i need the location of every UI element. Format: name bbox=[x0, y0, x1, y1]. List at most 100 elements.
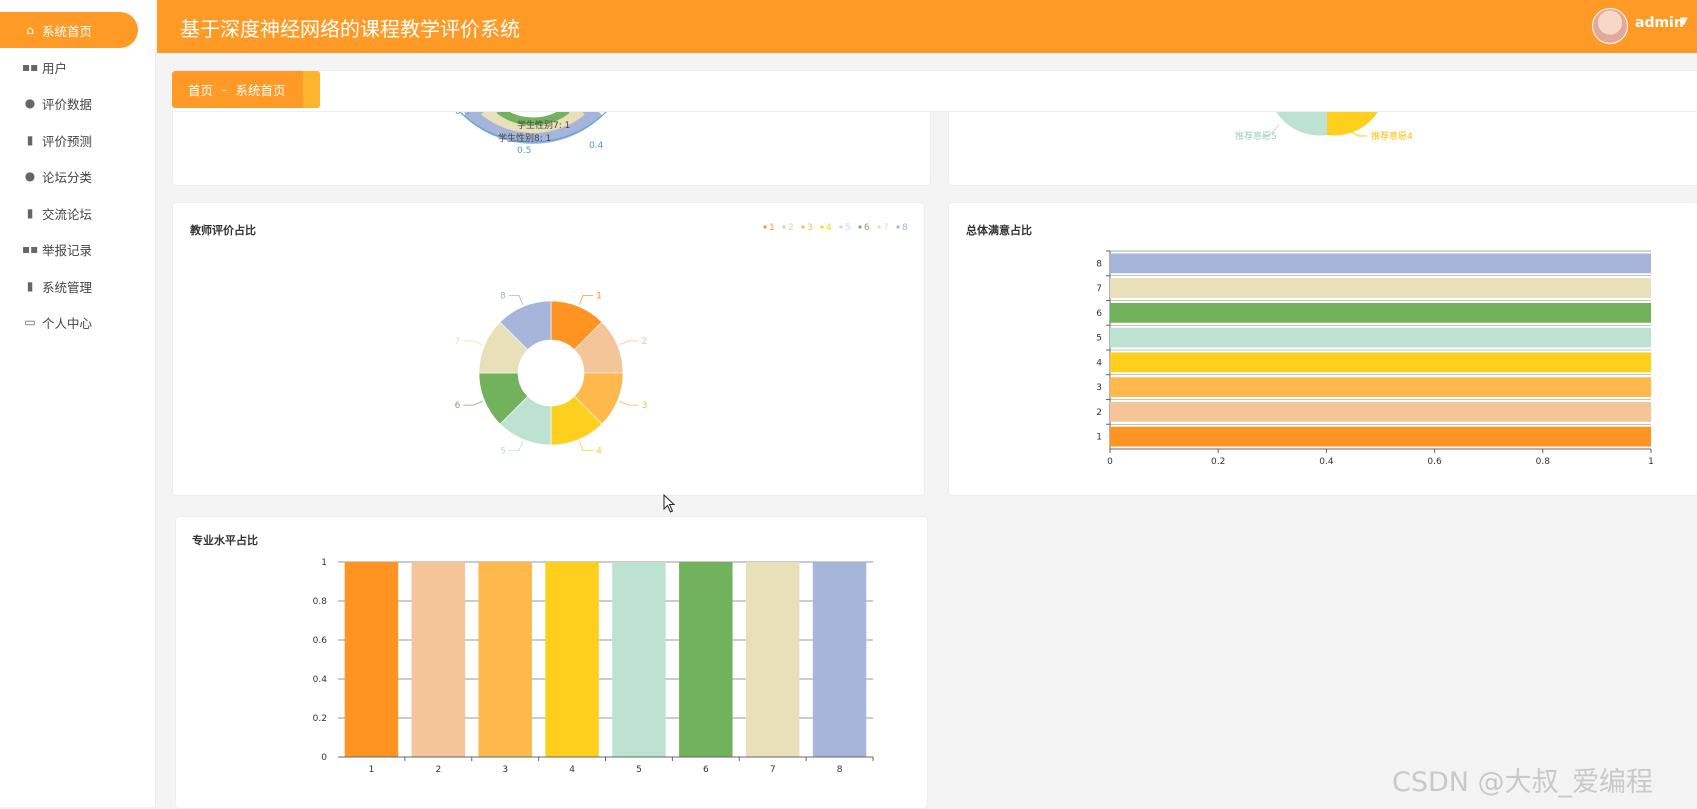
sidebar-item-evaluation-data[interactable]: ● 评价数据 bbox=[0, 89, 155, 117]
slice-label: 3 bbox=[642, 401, 648, 411]
bar bbox=[1110, 401, 1651, 422]
legend-item: 7 bbox=[883, 223, 889, 233]
legend-item: 4 bbox=[826, 223, 832, 233]
top-header: 基于深度神经网络的课程教学评价系统 admin ▼ bbox=[157, 0, 1697, 53]
y-tick-label: 0.4 bbox=[313, 675, 328, 685]
y-tick-label: 0.8 bbox=[313, 597, 328, 607]
bar bbox=[1110, 253, 1651, 274]
partial-polar-chart: 0.6 学生性别7: 1 学生性别8: 1 0.5 0.4 bbox=[455, 104, 609, 156]
legend-item: 5 bbox=[845, 223, 851, 233]
y-tick-label: 0.6 bbox=[313, 636, 328, 646]
mouse-cursor-icon bbox=[663, 494, 676, 513]
legend-item: 1 bbox=[769, 223, 775, 233]
sidebar: ⌂ 系统首页 ▪▪ 用户 ● 评价数据 ▮ 评价预测 ● 论坛分类 ▮ 交流论坛… bbox=[0, 0, 156, 807]
legend-item: 3 bbox=[807, 223, 813, 233]
legend-item: 8 bbox=[902, 223, 908, 233]
card-icon: ▭ bbox=[24, 315, 36, 329]
breadcrumb-separator: - bbox=[222, 82, 227, 97]
bar bbox=[612, 562, 666, 757]
breadcrumb-home[interactable]: 首页 bbox=[188, 83, 214, 98]
breadcrumb-current: 系统首页 bbox=[235, 83, 286, 98]
x-tick-label: 0.2 bbox=[1211, 457, 1225, 467]
sidebar-item-label: 论坛分类 bbox=[42, 169, 93, 185]
clipboard-check-icon: ▮ bbox=[26, 206, 34, 220]
sidebar-item-label: 系统首页 bbox=[42, 23, 93, 39]
sidebar-item-system-management[interactable]: ▮ 系统管理 bbox=[0, 272, 155, 300]
watermark: CSDN @大叔_爱编程 bbox=[1392, 767, 1654, 798]
leader-line bbox=[578, 294, 594, 305]
sidebar-item-label: 举报记录 bbox=[42, 242, 93, 258]
sidebar-item-label: 评价预测 bbox=[42, 133, 93, 149]
leader-line bbox=[578, 441, 594, 452]
x-tick-label: 7 bbox=[770, 765, 776, 775]
chart-title: 专业水平占比 bbox=[192, 534, 258, 547]
y-tick-label: 3 bbox=[1096, 383, 1102, 393]
y-tick-label: 0.2 bbox=[313, 714, 327, 724]
sidebar-item-forum[interactable]: ▮ 交流论坛 bbox=[0, 199, 155, 227]
leader-line bbox=[619, 400, 639, 406]
x-tick-label: 0.8 bbox=[1536, 457, 1551, 467]
chevron-down-icon[interactable]: ▼ bbox=[1680, 16, 1688, 27]
bar bbox=[411, 562, 466, 757]
breadcrumb: 首页 - 系统首页 bbox=[172, 71, 320, 108]
x-tick-label: 6 bbox=[703, 765, 709, 775]
x-tick-label: 1 bbox=[369, 765, 375, 775]
tick-label: 0.6 bbox=[455, 107, 470, 117]
pie-label: 推荐意愿4 bbox=[1371, 130, 1413, 142]
tick-label: 0.4 bbox=[589, 141, 604, 151]
bar bbox=[1110, 352, 1651, 373]
bar-label: 学生性别7: 1 bbox=[517, 119, 570, 131]
horizontal-bar-chart: 1 2 3 4 5 6 7 8 0 0.2 0.4 0.6 0.8 1 bbox=[1096, 250, 1654, 467]
sidebar-item-users[interactable]: ▪▪ 用户 bbox=[0, 53, 155, 81]
legend-item: 6 bbox=[864, 223, 870, 233]
sidebar-item-evaluation-prediction[interactable]: ▮ 评价预测 bbox=[0, 126, 155, 154]
sidebar-item-home[interactable]: ⌂ 系统首页 bbox=[0, 12, 138, 48]
panel-top-left: 0.6 学生性别7: 1 学生性别8: 1 0.5 0.4 bbox=[172, 104, 931, 186]
x-tick-label: 8 bbox=[837, 765, 843, 775]
legend-marker bbox=[896, 225, 900, 229]
x-tick-label: 1 bbox=[1648, 457, 1654, 467]
bar-label: 学生性别8: 1 bbox=[498, 132, 551, 144]
leader-line bbox=[463, 400, 483, 406]
panel-overall-satisfaction: 总体满意占比 1 2 3 4 5 6 7 8 0 0.2 0.4 0.6 0.8 1 bbox=[948, 202, 1697, 496]
clipboard-icon: ▮ bbox=[26, 133, 34, 147]
grid-icon: ▪▪ bbox=[22, 60, 39, 74]
x-tick-label: 2 bbox=[435, 765, 441, 775]
bar bbox=[344, 562, 399, 757]
leader-line bbox=[508, 441, 524, 452]
y-tick-label: 1 bbox=[1096, 433, 1102, 443]
sidebar-item-forum-category[interactable]: ● 论坛分类 bbox=[0, 162, 155, 190]
tick-label: 0.5 bbox=[517, 146, 531, 156]
sidebar-item-label: 个人中心 bbox=[42, 315, 93, 331]
chart-legend[interactable]: 1 2 3 4 5 6 7 8 bbox=[763, 223, 908, 233]
y-tick-label: 4 bbox=[1096, 358, 1102, 368]
donut-chart: 1 2 3 4 5 6 7 8 1 2 3 4 5 6 7 8 bbox=[455, 223, 908, 457]
y-tick-label: 0 bbox=[321, 753, 327, 763]
bar bbox=[679, 562, 733, 757]
legend-item: 2 bbox=[788, 223, 794, 233]
bar bbox=[1110, 278, 1651, 299]
sidebar-item-label: 系统管理 bbox=[42, 279, 93, 295]
legend-marker bbox=[801, 225, 805, 229]
y-tick-label: 5 bbox=[1096, 334, 1102, 344]
y-tick-label: 2 bbox=[1096, 408, 1102, 418]
avatar[interactable] bbox=[1592, 8, 1628, 44]
sidebar-item-reports[interactable]: ▪▪ 举报记录 bbox=[0, 235, 155, 263]
sidebar-item-personal-center[interactable]: ▭ 个人中心 bbox=[0, 308, 155, 336]
panel-professional-level: 专业水平占比 0 0.2 0.4 0.6 0.8 1 1 2 3 4 5 6 7 8 bbox=[175, 516, 928, 809]
user-name[interactable]: admin bbox=[1635, 15, 1684, 31]
pie-label: 推荐意愿5 bbox=[1235, 130, 1277, 142]
slice-label: 5 bbox=[500, 447, 506, 457]
x-tick-label: 0.6 bbox=[1427, 457, 1442, 467]
chart-title: 教师评价占比 bbox=[190, 224, 256, 237]
x-tick-label: 5 bbox=[636, 765, 642, 775]
slice-label: 7 bbox=[455, 337, 461, 347]
clipboard-icon: ▮ bbox=[26, 279, 34, 293]
grid-icon: ▪▪ bbox=[22, 242, 39, 256]
bar bbox=[745, 562, 800, 757]
x-tick-label: 4 bbox=[569, 765, 575, 775]
slice-label: 6 bbox=[455, 401, 461, 411]
leader-line bbox=[463, 340, 483, 346]
bar bbox=[545, 562, 599, 757]
legend-marker bbox=[782, 225, 786, 229]
